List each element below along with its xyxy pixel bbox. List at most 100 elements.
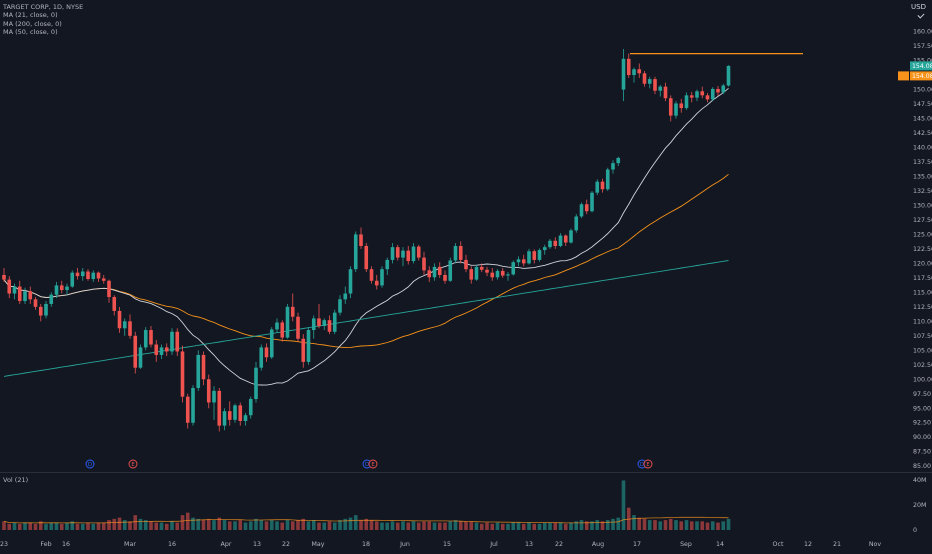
candle-body[interactable] — [521, 259, 526, 264]
candle-body[interactable] — [191, 387, 195, 423]
candle-body[interactable] — [458, 246, 463, 260]
candle-body[interactable] — [721, 85, 726, 93]
candle-body[interactable] — [259, 347, 264, 368]
candle-body[interactable] — [170, 331, 174, 352]
candle-body[interactable] — [196, 354, 201, 388]
candle-body[interactable] — [663, 86, 668, 99]
candle-body[interactable] — [700, 91, 705, 96]
candle-body[interactable] — [70, 272, 75, 287]
candle-body[interactable] — [479, 266, 484, 270]
candle-body[interactable] — [600, 181, 605, 190]
candle-body[interactable] — [285, 306, 290, 338]
candle-body[interactable] — [584, 204, 589, 212]
candle-body[interactable] — [222, 411, 227, 426]
candle-body[interactable] — [674, 103, 678, 116]
event-marker[interactable] — [85, 459, 95, 469]
last-price-badge[interactable] — [910, 61, 932, 71]
candle-body[interactable] — [248, 398, 253, 416]
candle-body[interactable] — [343, 293, 348, 300]
candle-body[interactable] — [54, 285, 59, 295]
candle-body[interactable] — [38, 306, 43, 316]
candle-body[interactable] — [143, 330, 148, 348]
candle-body[interactable] — [65, 286, 69, 291]
candle-body[interactable] — [710, 88, 715, 100]
candle-body[interactable] — [112, 296, 117, 311]
candle-body[interactable] — [637, 69, 642, 74]
candle-body[interactable] — [353, 234, 358, 270]
candle-body[interactable] — [233, 405, 237, 420]
candle-body[interactable] — [59, 285, 64, 291]
candle-body[interactable] — [621, 58, 626, 90]
candle-body[interactable] — [227, 411, 232, 420]
candle-body[interactable] — [206, 379, 211, 403]
candle-body[interactable] — [395, 247, 400, 258]
candle-body[interactable] — [117, 310, 122, 329]
candle-body[interactable] — [306, 330, 311, 362]
event-marker[interactable] — [643, 459, 653, 469]
candle-body[interactable] — [17, 286, 22, 302]
candle-body[interactable] — [490, 272, 495, 278]
candle-body[interactable] — [164, 347, 169, 352]
candle-body[interactable] — [374, 280, 379, 286]
candle-body[interactable] — [443, 274, 447, 281]
candle-body[interactable] — [716, 88, 720, 93]
event-marker[interactable] — [128, 459, 138, 469]
currency-label[interactable]: USD — [911, 3, 926, 11]
candle-body[interactable] — [201, 354, 206, 380]
candle-body[interactable] — [359, 234, 363, 246]
candle-body[interactable] — [338, 299, 342, 313]
candle-body[interactable] — [595, 181, 600, 193]
candle-body[interactable] — [569, 230, 573, 243]
candle-body[interactable] — [695, 91, 699, 98]
candle-body[interactable] — [7, 279, 12, 294]
candle-body[interactable] — [632, 69, 636, 76]
candle-body[interactable] — [532, 251, 537, 260]
candle-body[interactable] — [416, 246, 421, 258]
candle-body[interactable] — [175, 331, 180, 352]
candle-body[interactable] — [301, 338, 306, 362]
candle-body[interactable] — [49, 294, 54, 304]
candle-body[interactable] — [511, 262, 516, 275]
candle-body[interactable] — [464, 259, 468, 270]
candle-body[interactable] — [616, 157, 621, 164]
candle-body[interactable] — [558, 235, 563, 246]
candle-body[interactable] — [296, 316, 300, 339]
candle-body[interactable] — [432, 266, 437, 278]
candle-body[interactable] — [238, 405, 243, 422]
candle-body[interactable] — [642, 73, 647, 84]
candle-body[interactable] — [317, 318, 321, 326]
ma200-line[interactable] — [3, 260, 729, 377]
candle-body[interactable] — [474, 266, 479, 280]
symbol-title[interactable]: TARGET CORP, 1D, NYSE — [3, 3, 84, 11]
candle-body[interactable] — [290, 306, 295, 317]
candle-body[interactable] — [448, 260, 453, 281]
candle-body[interactable] — [269, 329, 274, 358]
candle-body[interactable] — [364, 246, 369, 270]
candle-body[interactable] — [217, 390, 222, 426]
candle-body[interactable] — [369, 269, 374, 281]
candle-body[interactable] — [485, 269, 489, 273]
candle-body[interactable] — [469, 269, 474, 280]
candle-body[interactable] — [406, 250, 411, 262]
candle-body[interactable] — [647, 79, 652, 84]
candle-body[interactable] — [80, 271, 85, 277]
volume-legend[interactable]: Vol (21) — [3, 476, 29, 484]
candle-body[interactable] — [138, 347, 143, 368]
candle-body[interactable] — [411, 246, 416, 262]
candle-body[interactable] — [2, 274, 6, 280]
candle-body[interactable] — [689, 95, 694, 98]
candle-body[interactable] — [553, 240, 558, 246]
candle-body[interactable] — [28, 291, 33, 300]
candle-body[interactable] — [542, 247, 547, 251]
candle-body[interactable] — [23, 291, 27, 302]
candle-body[interactable] — [506, 274, 510, 276]
candle-body[interactable] — [107, 280, 111, 297]
candle-body[interactable] — [516, 259, 521, 263]
candle-body[interactable] — [574, 216, 579, 231]
candle-body[interactable] — [322, 320, 327, 326]
candle-body[interactable] — [500, 270, 505, 276]
candle-body[interactable] — [159, 347, 164, 355]
candle-body[interactable] — [122, 321, 127, 329]
candle-body[interactable] — [75, 272, 80, 277]
